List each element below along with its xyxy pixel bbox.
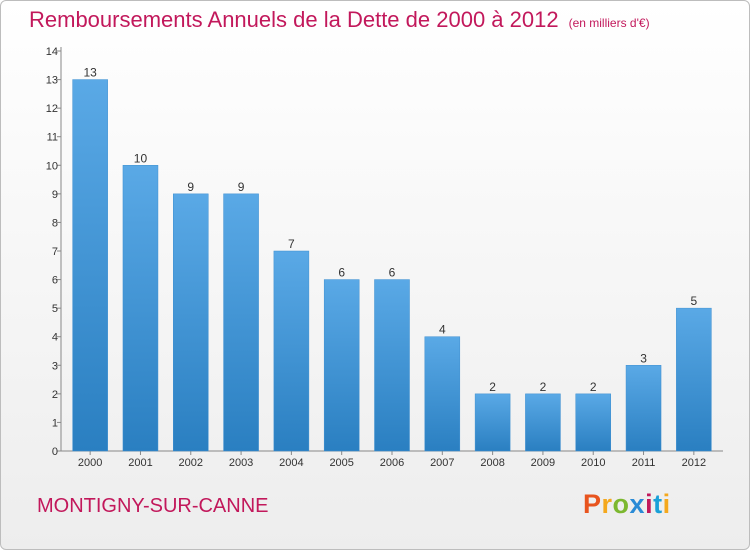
x-tick-label-2005: 2005: [329, 457, 353, 469]
value-label-2000: 13: [83, 66, 97, 80]
logo-letter: o: [612, 489, 630, 519]
bar-2009: [525, 393, 561, 452]
logo-letter: r: [601, 489, 613, 519]
y-tick-label: 9: [52, 189, 58, 201]
bar-2003: [223, 193, 259, 452]
x-tick-label-2004: 2004: [279, 457, 303, 469]
bar-2010: [575, 393, 611, 452]
y-tick-label: 12: [46, 103, 58, 115]
y-tick-label: 11: [47, 132, 58, 144]
logo-letter: P: [583, 489, 602, 519]
value-label-2008: 2: [489, 380, 496, 394]
value-label-2010: 2: [590, 380, 597, 394]
bar-2001: [122, 165, 159, 452]
y-tick-label: 4: [52, 332, 58, 344]
bar-2007: [424, 336, 461, 452]
chart-bars: [72, 79, 712, 452]
x-tick-label-2009: 2009: [531, 457, 555, 469]
bar-2004: [273, 250, 310, 452]
y-tick-label: 5: [52, 303, 58, 315]
x-tick-label-2006: 2006: [380, 457, 404, 469]
bar-2000: [72, 79, 108, 452]
y-tick-label: 0: [52, 446, 58, 458]
x-tick-label-2010: 2010: [581, 457, 605, 469]
logo-letter: i: [645, 489, 654, 519]
x-tick-label-2000: 2000: [78, 457, 102, 469]
y-tick-label: 7: [52, 246, 58, 258]
bar-2002: [173, 193, 209, 452]
y-tick-label: 1: [52, 417, 58, 429]
y-tick-label: 10: [46, 160, 58, 172]
chart-title-text: Remboursements Annuels de la Dette de 20…: [29, 7, 559, 32]
logo-letter: x: [629, 489, 646, 519]
y-tick-label: 14: [46, 46, 58, 58]
chart-subtitle: (en milliers d'€): [568, 16, 650, 30]
value-label-2009: 2: [540, 380, 547, 394]
y-tick-label: 8: [52, 217, 58, 229]
chart-labels: 2000 13 2001 10 2002 9 2003 9 2004 7 2005 6 2006 6 200…: [78, 66, 706, 469]
bar-2008: [474, 393, 511, 452]
value-label-2007: 4: [439, 323, 446, 337]
value-label-2003: 9: [238, 180, 245, 194]
y-tick-label: 13: [46, 75, 58, 87]
x-tick-label-2011: 2011: [632, 457, 656, 469]
x-tick-label-2007: 2007: [430, 457, 454, 469]
bar-2006: [374, 279, 410, 452]
value-label-2002: 9: [187, 180, 194, 194]
x-tick-label-2003: 2003: [229, 457, 253, 469]
y-tick-label: 2: [52, 389, 58, 401]
bar-2011: [625, 365, 662, 452]
value-label-2011: 3: [640, 351, 647, 365]
y-tick-label: 3: [52, 360, 58, 372]
x-tick-label-2012: 2012: [682, 457, 706, 469]
commune-name: MONTIGNY-SUR-CANNE: [37, 495, 269, 517]
bar-2012: [676, 307, 712, 452]
x-tick-label-2008: 2008: [480, 457, 504, 469]
chart-title: Remboursements Annuels de la Dette de 20…: [29, 7, 650, 33]
value-label-2006: 6: [389, 266, 396, 280]
value-label-2001: 10: [134, 151, 148, 165]
bar-2005: [323, 279, 360, 452]
logo-letter: i: [662, 489, 671, 519]
y-tick-label: 6: [52, 275, 58, 287]
x-tick-label-2002: 2002: [179, 457, 203, 469]
value-label-2004: 7: [288, 237, 295, 251]
logo-letter: t: [653, 489, 663, 519]
value-label-2005: 6: [338, 266, 345, 280]
x-tick-label-2001: 2001: [128, 457, 152, 469]
proxiti-logo[interactable]: Proxiti: [583, 489, 671, 520]
value-label-2012: 5: [691, 294, 698, 308]
